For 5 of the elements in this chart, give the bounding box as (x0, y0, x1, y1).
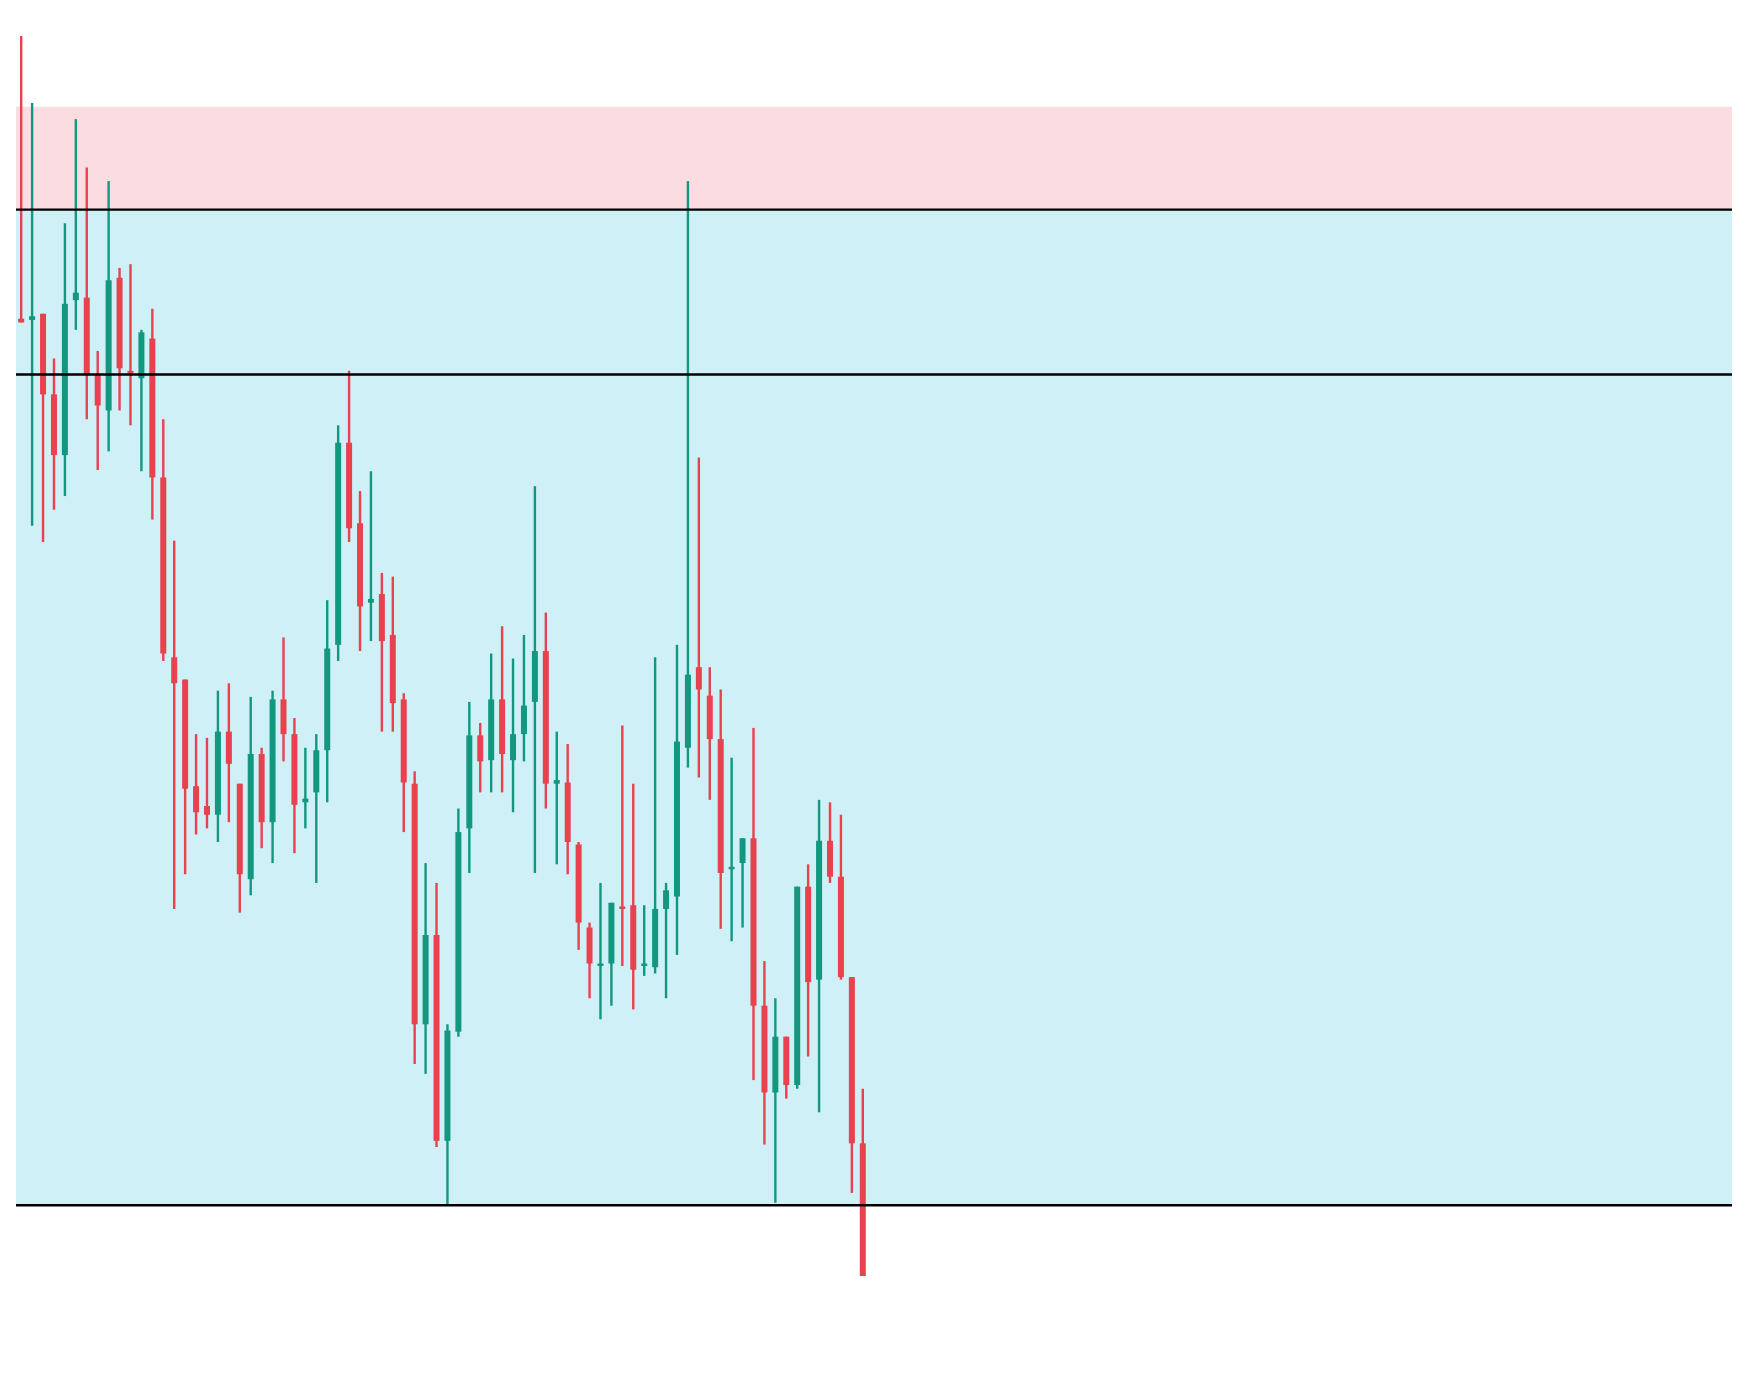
candlestick (280, 637, 287, 762)
candlestick (772, 998, 779, 1203)
candlestick (619, 725, 626, 966)
candlestick (739, 838, 746, 928)
candlestick (94, 350, 101, 470)
